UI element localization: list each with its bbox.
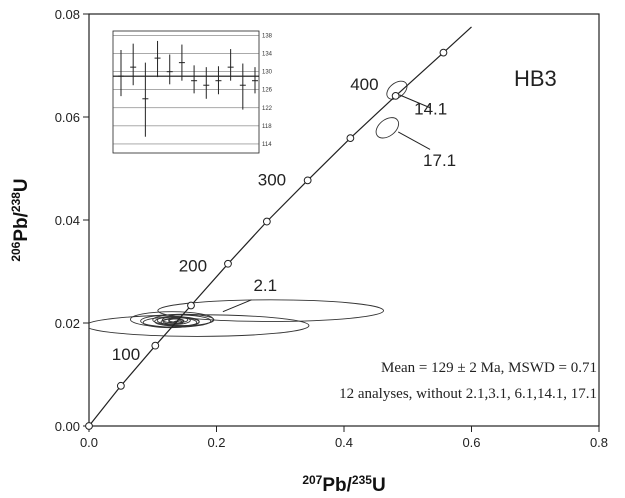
inset-tick-label: 118 — [262, 124, 272, 130]
x-label-sup2: 235 — [352, 473, 372, 487]
concordia-age-marker — [151, 341, 160, 350]
concordia-age-marker — [303, 176, 312, 185]
x-tick-label: 0.8 — [590, 435, 608, 450]
concordia-age-marker — [346, 134, 355, 143]
error-ellipse — [157, 299, 384, 322]
inset-tick-label: 126 — [262, 88, 273, 94]
y-label-sup2: 238 — [9, 192, 23, 212]
y-tick-label: 0.06 — [55, 110, 80, 125]
sample-label: HB3 — [514, 66, 557, 91]
annotation-label: 2.1 — [253, 276, 277, 295]
annotation-label: 14.1 — [414, 99, 447, 118]
concordia-age-labels: 100 200 300 400 — [112, 75, 379, 364]
age-label: 100 — [112, 345, 140, 364]
age-label: 400 — [350, 75, 378, 94]
y-axis-label: 206Pb/238U — [9, 178, 32, 261]
error-ellipse — [173, 320, 184, 325]
x-axis-ticks: 0.0 0.2 0.4 0.6 0.8 — [80, 426, 608, 450]
annotation-leader — [399, 94, 431, 109]
concordia-age-marker — [224, 259, 232, 268]
error-ellipse — [375, 117, 400, 139]
inset-tick-label: 130 — [262, 70, 273, 76]
summary-line-1: Mean = 129 ± 2 Ma, MSWD = 0.71 — [381, 360, 597, 376]
age-label: 200 — [179, 257, 207, 276]
annotation-label: 17.1 — [423, 151, 456, 170]
y-label-sup: 206 — [9, 241, 23, 261]
age-label: 300 — [258, 170, 286, 189]
concordia-age-marker — [116, 381, 125, 390]
y-tick-label: 0.04 — [55, 213, 80, 228]
x-tick-label: 0.2 — [207, 435, 225, 450]
inset-grid: 114 118 122 126 130 134 138 — [113, 34, 273, 148]
x-label-main: Pb/ — [322, 475, 352, 496]
concordia-markers — [85, 48, 448, 430]
annotation-leader — [397, 131, 431, 150]
y-tick-label: 0.08 — [55, 7, 80, 22]
y-tick-label: 0.02 — [55, 316, 80, 331]
x-label-tail: U — [372, 475, 386, 496]
y-tick-label: 0.00 — [55, 419, 80, 434]
inset-tick-label: 122 — [262, 106, 273, 112]
inset-tick-label: 134 — [262, 52, 273, 58]
inset-frame — [112, 30, 260, 154]
annotation-leader — [222, 299, 252, 313]
concordia-age-marker — [85, 422, 93, 430]
age-inset: 114 118 122 126 130 134 138 — [112, 30, 273, 154]
concordia-age-marker — [439, 48, 448, 57]
y-label-main: Pb/ — [11, 211, 32, 241]
inset-tick-label: 114 — [262, 142, 272, 148]
x-axis-label: 207Pb/235U — [302, 473, 385, 496]
inset-tick-label: 138 — [262, 34, 273, 40]
y-axis-ticks: 0.00 0.02 0.04 0.06 0.08 — [55, 7, 89, 434]
x-tick-label: 0.6 — [462, 435, 480, 450]
y-label-tail: U — [11, 178, 32, 192]
spot-annotations: 2.1 14.1 17.1 — [222, 94, 456, 313]
concordia-age-marker — [187, 301, 195, 310]
x-label-sup: 207 — [302, 473, 322, 487]
summary-line-2: 12 analyses, without 2.1,3.1, 6.1,14.1, … — [339, 386, 597, 402]
concordia-age-marker — [391, 91, 400, 100]
x-tick-label: 0.4 — [335, 435, 353, 450]
inset-error-bars — [118, 40, 258, 137]
x-tick-label: 0.0 — [80, 435, 98, 450]
concordia-age-marker — [262, 217, 271, 226]
